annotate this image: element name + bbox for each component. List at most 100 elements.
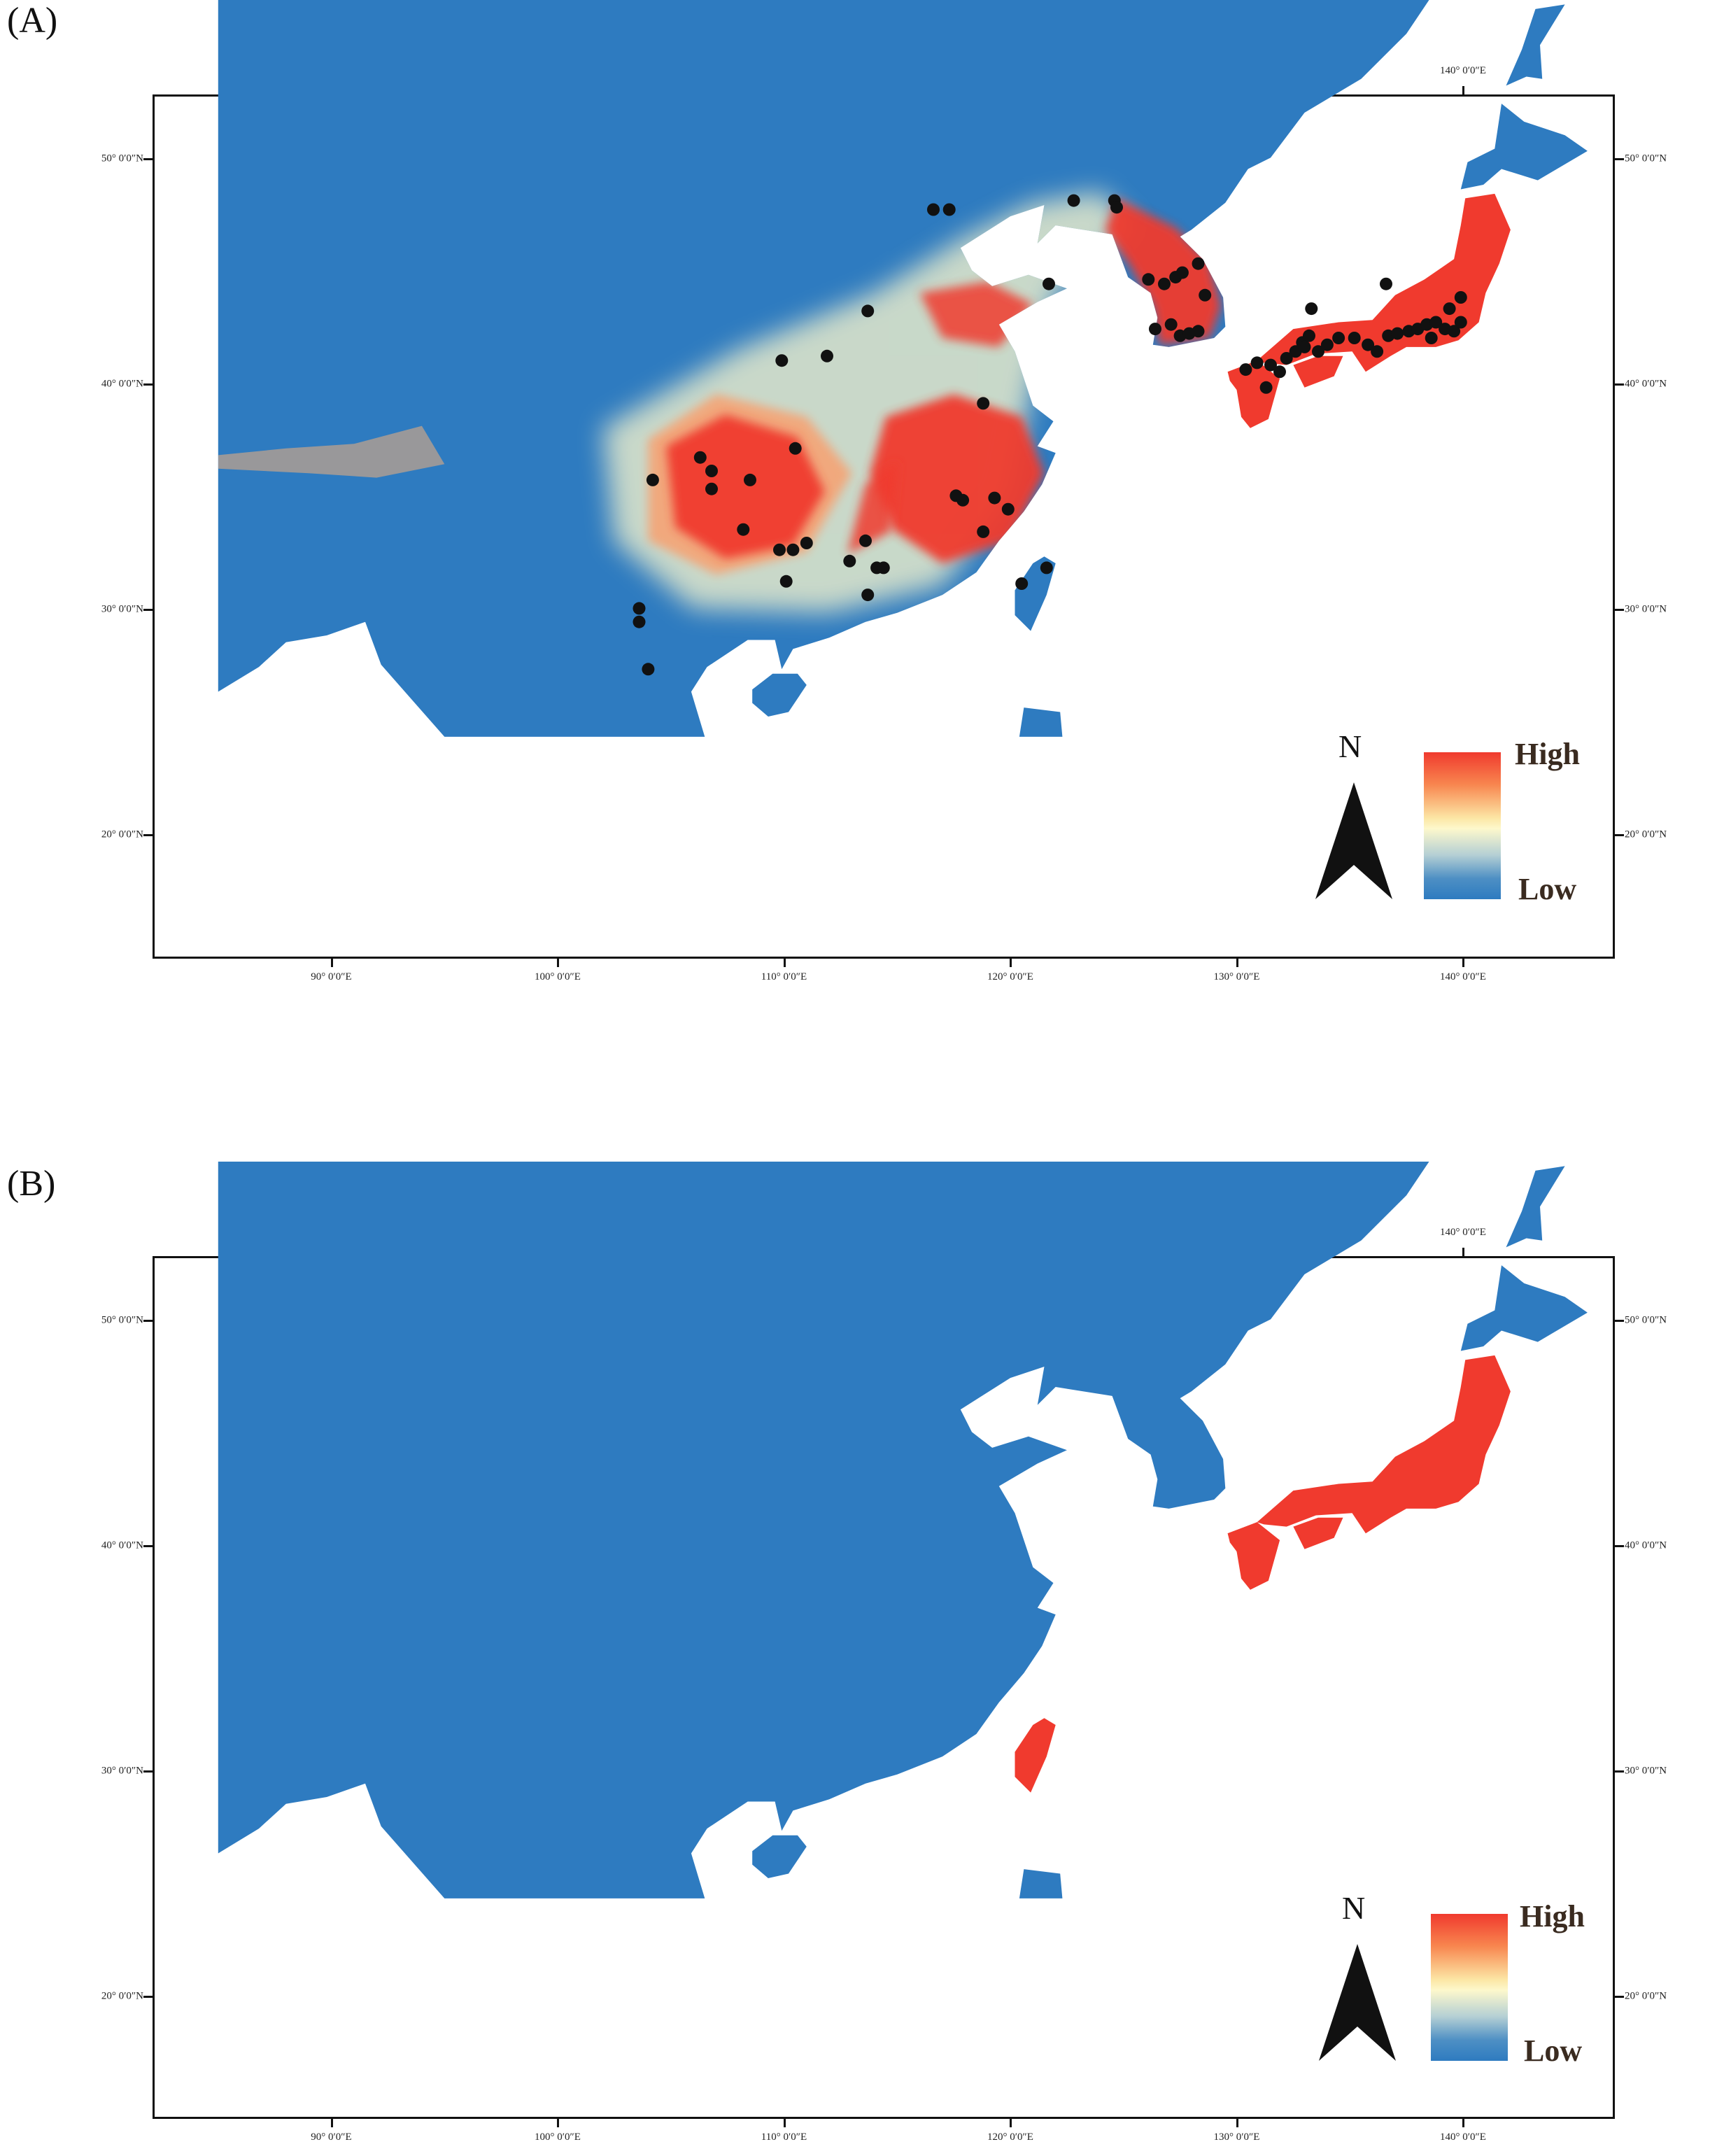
north-arrow-icon-a: [1315, 782, 1392, 899]
occurrence-point: [1273, 365, 1286, 379]
occurrence-point: [1280, 352, 1293, 365]
tick-mark: [143, 1996, 153, 1998]
longitude-label: 140° 0′0″E: [1440, 1227, 1486, 1238]
longitude-label: 110° 0′0″E: [761, 2132, 807, 2143]
occurrence-point: [988, 491, 1001, 505]
tick-mark: [330, 959, 333, 967]
occurrence-point: [1001, 502, 1015, 516]
occurrence-point: [1149, 323, 1161, 336]
tick-mark: [143, 609, 153, 611]
occurrence-point: [1362, 338, 1375, 351]
land-group: [218, 1162, 1588, 1898]
occurrence-point: [1425, 332, 1438, 344]
latitude-label: 30° 0′0″N: [101, 1765, 143, 1777]
tick-mark: [1615, 834, 1624, 836]
occurrence-point: [789, 442, 802, 455]
taiwan-island: [1015, 1718, 1056, 1793]
occurrence-point: [1142, 273, 1155, 286]
occurrence-point: [1332, 332, 1345, 344]
taiwan-island: [1015, 556, 1056, 631]
hainan-island: [752, 673, 807, 717]
occurrence-point: [1391, 327, 1404, 340]
luzon-tip: [1019, 707, 1063, 737]
occurrence-point: [1454, 316, 1467, 329]
occurrence-point: [1110, 201, 1123, 214]
occurrence-point: [775, 354, 789, 367]
longitude-label: 90° 0′0″E: [311, 971, 352, 982]
occurrence-point: [633, 615, 646, 628]
occurrence-point: [977, 397, 990, 410]
kyushu-island: [1227, 360, 1280, 428]
tick-mark: [557, 959, 559, 967]
kyushu-red: [1227, 1522, 1280, 1590]
legend-high-b: High: [1520, 1899, 1585, 1933]
occurrence-point: [927, 203, 940, 216]
panel-label-b: (B): [7, 1164, 56, 1204]
longitude-label: 120° 0′0″E: [987, 971, 1033, 982]
occurrence-point: [843, 554, 856, 568]
tick-mark: [330, 2119, 333, 2127]
mainland: [218, 1162, 1429, 1898]
suitability-zone: [1105, 198, 1221, 345]
latitude-label: 40° 0′0″N: [1625, 1540, 1667, 1551]
tick-mark: [1615, 1996, 1624, 1998]
tick-mark: [143, 1320, 153, 1322]
map-a: [218, 0, 1588, 737]
hokkaido-island: [1460, 1265, 1588, 1351]
longitude-label: 130° 0′0″E: [1213, 971, 1260, 982]
occurrence-point: [1448, 325, 1461, 338]
suitability-zone: [666, 414, 825, 559]
latitude-label: 20° 0′0″N: [1625, 1990, 1667, 2002]
latitude-label: 40° 0′0″N: [101, 378, 143, 390]
occurrence-point: [859, 534, 872, 547]
latitude-label: 50° 0′0″N: [1625, 153, 1667, 164]
occurrence-point: [861, 589, 875, 602]
occurrence-point: [1259, 381, 1273, 394]
occurrence-point: [1348, 332, 1361, 344]
tick-mark: [1615, 1770, 1624, 1773]
occurrence-point: [633, 602, 646, 615]
latitude-label: 30° 0′0″N: [1625, 603, 1667, 615]
latitude-label: 50° 0′0″N: [101, 153, 143, 164]
tick-mark: [1615, 158, 1624, 160]
suitability-zone: [847, 462, 898, 555]
sakhalin-island: [1506, 4, 1565, 86]
tick-mark: [143, 383, 153, 386]
occurrence-point: [1303, 329, 1315, 342]
occurrence-point: [1192, 325, 1205, 338]
occurrence-point: [705, 465, 718, 477]
occurrence-point: [1371, 345, 1384, 358]
longitude-label: 140° 0′0″E: [1440, 65, 1486, 76]
legend-bar-b: [1431, 1914, 1508, 2061]
occurrence-point: [800, 537, 813, 549]
occurrence-point: [744, 473, 756, 486]
latitude-label: 40° 0′0″N: [101, 1540, 143, 1551]
occurrence-point: [1040, 561, 1053, 575]
suitability-zone: [870, 394, 1045, 563]
legend-low-a: Low: [1518, 872, 1577, 906]
tick-mark: [1615, 609, 1624, 611]
occurrence-layer: [633, 194, 1467, 676]
tick-mark: [557, 2119, 559, 2127]
occurrence-point: [693, 451, 707, 464]
north-label-b: N: [1342, 1890, 1366, 1926]
north-arrow-icon-b: [1319, 1944, 1396, 2061]
himalaya-fringe: [218, 425, 445, 478]
occurrence-point: [1312, 345, 1324, 358]
occurrence-point: [1199, 288, 1212, 302]
occurrence-point: [1158, 277, 1171, 290]
legend-low-b: Low: [1524, 2034, 1583, 2068]
tick-mark: [143, 1545, 153, 1547]
longitude-label: 130° 0′0″E: [1213, 2132, 1260, 2143]
occurrence-point: [956, 493, 970, 507]
longitude-label: 120° 0′0″E: [987, 2132, 1033, 2143]
occurrence-point: [1320, 338, 1334, 351]
occurrence-point: [1429, 316, 1443, 329]
tick-mark: [1462, 86, 1464, 94]
longitude-label: 110° 0′0″E: [761, 971, 807, 982]
longitude-label: 90° 0′0″E: [311, 2132, 352, 2143]
tick-mark: [1010, 2119, 1012, 2127]
legend-bar-a: [1424, 752, 1501, 899]
occurrence-point: [1298, 340, 1311, 353]
tick-mark: [1615, 1320, 1624, 1322]
